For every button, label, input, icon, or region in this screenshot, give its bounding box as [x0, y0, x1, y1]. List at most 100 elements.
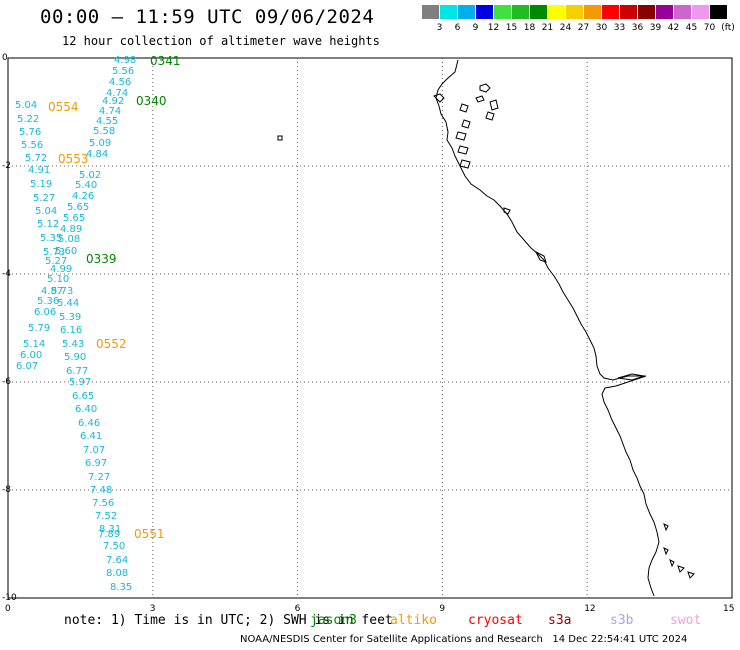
pass-id-label: 0339 [86, 252, 117, 266]
wave-height-value: 5.02 [79, 170, 102, 181]
wave-height-value: 5.27 [45, 256, 68, 267]
legend-unit: (ft) [721, 23, 735, 33]
wave-height-value: 6.40 [75, 404, 98, 415]
wave-height-value: 6.06 [34, 307, 57, 318]
wave-height-value: 7.48 [90, 485, 113, 496]
legend-label: 3 [436, 23, 443, 33]
x-tick-label: 0 [5, 604, 11, 614]
pass-id-label: 0341 [150, 54, 181, 68]
legend-swatch [548, 5, 565, 19]
wave-height-value: 7.27 [88, 472, 111, 483]
footer-note: note: 1) Time is in UTC; 2) SWH is in fe… [64, 613, 393, 628]
wave-height-value: 5.44 [57, 298, 80, 309]
legend-label: 27 [577, 23, 590, 33]
wave-height-value: 4.89 [60, 224, 83, 235]
legend-label: 36 [631, 23, 644, 33]
y-tick-label: 0 [2, 53, 8, 63]
wave-height-value: 4.55 [96, 116, 119, 127]
y-tick-label: -4 [2, 269, 11, 279]
islands [277, 83, 695, 579]
legend-label: 9 [472, 23, 479, 33]
wave-height-value: 6.07 [16, 361, 39, 372]
legend-label: 6 [454, 23, 461, 33]
wave-height-value: 4.91 [28, 165, 51, 176]
legend-label: 42 [667, 23, 680, 33]
wave-height-value: 5.73 [43, 247, 66, 258]
legend-label: 12 [487, 23, 500, 33]
legend-label: 45 [685, 23, 698, 33]
pass-id-label: 0553 [58, 152, 89, 166]
map-subtitle: 12 hour collection of altimeter wave hei… [62, 34, 380, 48]
legend-label: 30 [595, 23, 608, 33]
wave-height-value: 4.84 [86, 149, 109, 160]
legend-swatch [710, 5, 727, 19]
legend-swatch [674, 5, 691, 19]
legend-swatch [458, 5, 475, 19]
wave-height-value: 7.50 [103, 541, 126, 552]
legend-swatch [656, 5, 673, 19]
legend-label: 18 [523, 23, 536, 33]
wave-height-value: 6.65 [72, 391, 95, 402]
pass-id-label: 0552 [96, 337, 127, 351]
wave-height-value: 5.58 [93, 126, 116, 137]
credit-line: NOAA/NESDIS Center for Satellite Applica… [240, 634, 688, 645]
map-title: 00:00 – 11:59 UTC 09/06/2024 [40, 6, 375, 28]
wave-height-value: 5.60 [55, 246, 78, 257]
wave-height-value: 5.14 [23, 339, 46, 350]
wave-height-value: 8.35 [110, 582, 133, 593]
coastline [435, 59, 660, 597]
x-tick-label: 15 [723, 604, 735, 614]
wave-height-value: 8.31 [99, 524, 122, 535]
wave-height-value: 6.77 [66, 366, 89, 377]
x-tick-label: 9 [439, 604, 446, 614]
x-tick-label: 12 [584, 604, 596, 614]
wave-height-value: 6.00 [20, 350, 43, 361]
wave-height-value: 7.64 [106, 555, 129, 566]
y-tick-label: -10 [2, 593, 17, 603]
legend-swatch [566, 5, 583, 19]
wave-height-value: 4.74 [99, 106, 122, 117]
legend-label: 15 [505, 23, 518, 33]
wave-height-value: 5.09 [89, 138, 112, 149]
wave-height-value: 5.65 [63, 213, 86, 224]
legend-swatch [620, 5, 637, 19]
y-tick-label: -6 [2, 377, 11, 387]
legend-swatch [692, 5, 709, 19]
wave-height-value: 5.36 [37, 296, 60, 307]
wave-height-value: 5.22 [17, 114, 40, 125]
wave-height-value: 7.56 [92, 498, 115, 509]
wave-height-value: 5.10 [47, 274, 70, 285]
legend-swatch [494, 5, 511, 19]
legend-swatch [602, 5, 619, 19]
legend-swatch [440, 5, 457, 19]
legend-swatch [476, 5, 493, 19]
wave-height-value: 4.87 [41, 286, 64, 297]
wave-height-value: 5.04 [15, 100, 38, 111]
x-tick-label: 6 [294, 604, 301, 614]
satellite-label: jason3 [310, 613, 357, 628]
pass-id-label: 0551 [134, 527, 165, 541]
wave-height-value: 6.16 [60, 325, 83, 336]
y-tick-label: -8 [2, 485, 11, 495]
legend-swatch [638, 5, 655, 19]
wave-height-value: 4.26 [72, 191, 95, 202]
wave-height-value: 5.12 [37, 219, 60, 230]
legend-swatch [530, 5, 547, 19]
wave-height-value: 4.74 [106, 88, 129, 99]
wave-height-value: 7.89 [98, 529, 121, 540]
pass-id-label: 0340 [136, 94, 167, 108]
wave-height-value: 5.72 [25, 153, 48, 164]
wave-height-value: 5.76 [19, 127, 42, 138]
legend-label: 70 [703, 23, 716, 33]
grid-lines [8, 58, 732, 598]
wave-height-value: 5.43 [62, 339, 85, 350]
wave-height-value: 6.46 [78, 418, 101, 429]
satellite-label: s3a [548, 613, 572, 628]
legend-label: 39 [649, 23, 662, 33]
wave-height-value: 4.99 [50, 264, 73, 275]
wave-height-value: 5.08 [58, 234, 81, 245]
plot-frame [7, 57, 733, 599]
wave-height-value: 5.04 [35, 206, 58, 217]
x-tick-label: 3 [149, 604, 156, 614]
wave-height-value: 5.40 [75, 180, 98, 191]
